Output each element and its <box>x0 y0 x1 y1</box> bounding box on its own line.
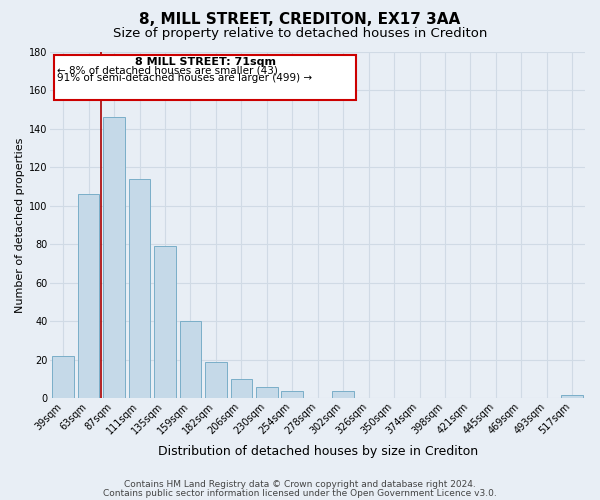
Bar <box>78 194 100 398</box>
Bar <box>154 246 176 398</box>
Bar <box>332 391 354 398</box>
Y-axis label: Number of detached properties: Number of detached properties <box>15 138 25 312</box>
Bar <box>256 387 278 398</box>
Text: Contains public sector information licensed under the Open Government Licence v3: Contains public sector information licen… <box>103 488 497 498</box>
Text: Size of property relative to detached houses in Crediton: Size of property relative to detached ho… <box>113 28 487 40</box>
Text: 91% of semi-detached houses are larger (499) →: 91% of semi-detached houses are larger (… <box>57 74 312 84</box>
Bar <box>52 356 74 399</box>
Bar <box>129 178 151 398</box>
Text: Contains HM Land Registry data © Crown copyright and database right 2024.: Contains HM Land Registry data © Crown c… <box>124 480 476 489</box>
Text: 8, MILL STREET, CREDITON, EX17 3AA: 8, MILL STREET, CREDITON, EX17 3AA <box>139 12 461 28</box>
X-axis label: Distribution of detached houses by size in Crediton: Distribution of detached houses by size … <box>158 444 478 458</box>
Bar <box>205 362 227 399</box>
Bar <box>562 394 583 398</box>
Text: 8 MILL STREET: 71sqm: 8 MILL STREET: 71sqm <box>134 57 275 67</box>
Text: ← 8% of detached houses are smaller (43): ← 8% of detached houses are smaller (43) <box>57 65 278 75</box>
Bar <box>179 322 201 398</box>
Bar <box>281 391 303 398</box>
Bar <box>230 379 252 398</box>
FancyBboxPatch shape <box>54 56 356 100</box>
Bar <box>103 117 125 398</box>
